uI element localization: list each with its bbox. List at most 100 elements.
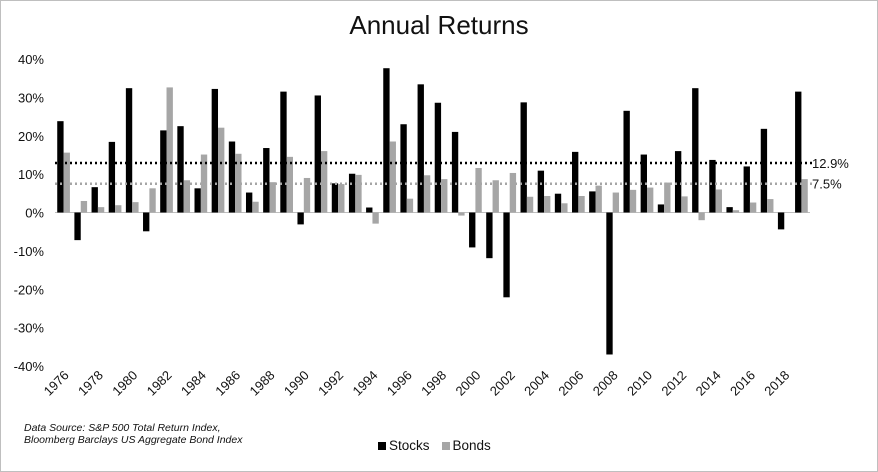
bar-stocks-1983 bbox=[177, 126, 184, 213]
bar-stocks-1988 bbox=[263, 148, 270, 213]
bar-stocks-1999 bbox=[451, 131, 459, 213]
bar-bonds-1988 bbox=[269, 182, 276, 213]
x-tick-label: 2008 bbox=[590, 368, 621, 399]
bar-stocks-1980 bbox=[125, 88, 133, 213]
bar-bonds-2004 bbox=[544, 196, 551, 213]
x-tick-label: 1994 bbox=[350, 368, 381, 399]
bar-stocks-2012 bbox=[674, 151, 682, 213]
bar-bonds-1978 bbox=[97, 207, 105, 213]
bar-stocks-2005 bbox=[554, 193, 562, 213]
bar-bonds-2008 bbox=[612, 192, 620, 213]
bar-bonds-2001 bbox=[492, 180, 499, 213]
bar-bonds-1986 bbox=[235, 153, 242, 213]
x-tick-label: 2006 bbox=[555, 368, 586, 399]
x-tick-label: 1976 bbox=[41, 368, 72, 399]
x-tick-label: 1996 bbox=[384, 368, 415, 399]
bar-bonds-1977 bbox=[80, 200, 88, 213]
bar-stocks-1989 bbox=[280, 91, 287, 213]
bar-stocks-1985 bbox=[211, 88, 219, 213]
legend-item-stocks: Stocks bbox=[378, 438, 430, 453]
bar-stocks-1992 bbox=[331, 183, 339, 213]
bar-stocks-1982 bbox=[160, 130, 167, 213]
y-tick-label: 40% bbox=[18, 52, 44, 67]
y-tick-label: 10% bbox=[18, 167, 44, 182]
bar-stocks-1976 bbox=[57, 121, 64, 213]
bar-stocks-2019 bbox=[795, 91, 802, 213]
bar-bonds-2011 bbox=[664, 182, 671, 213]
bar-bonds-1989 bbox=[286, 156, 293, 213]
bar-stocks-2014 bbox=[709, 159, 716, 213]
bar-bonds-2009 bbox=[629, 189, 637, 213]
bar-bonds-1993 bbox=[355, 174, 362, 213]
bar-stocks-2011 bbox=[657, 204, 665, 213]
bar-stocks-1994 bbox=[366, 207, 373, 213]
bar-bonds-2012 bbox=[681, 196, 688, 213]
reference-line-label-1: 12.9% bbox=[812, 156, 849, 171]
bar-stocks-1998 bbox=[434, 102, 442, 213]
bar-bonds-1992 bbox=[338, 184, 345, 213]
x-tick-label: 1990 bbox=[281, 368, 312, 399]
x-tick-label: 2014 bbox=[693, 368, 724, 399]
bar-bonds-2014 bbox=[715, 189, 722, 213]
bar-bonds-2017 bbox=[767, 199, 774, 213]
bar-stocks-1986 bbox=[228, 141, 236, 213]
y-tick-label: -40% bbox=[14, 359, 45, 374]
bar-bonds-1979 bbox=[115, 205, 122, 213]
bar-bonds-1995 bbox=[389, 141, 396, 213]
bar-bonds-1985 bbox=[218, 127, 225, 213]
bar-bonds-1980 bbox=[132, 202, 139, 213]
bar-bonds-2010 bbox=[646, 187, 654, 213]
bar-stocks-2016 bbox=[743, 166, 750, 213]
x-tick-label: 2012 bbox=[658, 368, 689, 399]
bar-bonds-2005 bbox=[561, 203, 568, 213]
bar-stocks-2006 bbox=[572, 151, 579, 213]
bar-stocks-1993 bbox=[348, 173, 356, 213]
x-tick-label: 1998 bbox=[418, 368, 449, 399]
bar-bonds-1984 bbox=[200, 154, 208, 213]
bar-stocks-1981 bbox=[143, 212, 150, 232]
legend-item-bonds: Bonds bbox=[441, 438, 491, 453]
x-tick-label: 1988 bbox=[247, 368, 278, 399]
bar-stocks-1991 bbox=[314, 95, 321, 213]
bar-stocks-2007 bbox=[589, 191, 596, 213]
chart-title: Annual Returns bbox=[349, 10, 529, 40]
bar-bonds-1990 bbox=[303, 177, 311, 213]
y-tick-label: -10% bbox=[14, 244, 45, 259]
bar-bonds-1994 bbox=[372, 212, 379, 224]
y-tick-label: -30% bbox=[14, 321, 45, 336]
bar-stocks-2000 bbox=[469, 212, 476, 248]
bar-stocks-1979 bbox=[108, 141, 116, 213]
bar-bonds-2015 bbox=[732, 210, 740, 213]
data-source-line-2: Bloomberg Barclays US Aggregate Bond Ind… bbox=[24, 434, 243, 446]
bar-stocks-1996 bbox=[400, 124, 407, 213]
bar-stocks-2008 bbox=[606, 212, 613, 355]
legend-label-stocks: Stocks bbox=[389, 438, 430, 453]
bar-stocks-1995 bbox=[383, 68, 390, 213]
x-tick-label: 1984 bbox=[178, 368, 209, 399]
bar-bonds-1998 bbox=[441, 179, 448, 213]
bar-bonds-2002 bbox=[509, 172, 517, 213]
bar-bonds-2019 bbox=[801, 179, 808, 213]
bar-bonds-1981 bbox=[149, 188, 156, 213]
bar-stocks-2001 bbox=[486, 212, 493, 259]
bar-stocks-2018 bbox=[777, 212, 785, 230]
x-tick-label: 1982 bbox=[144, 368, 175, 399]
bar-stocks-1990 bbox=[297, 212, 304, 225]
legend-swatch-stocks bbox=[378, 441, 386, 450]
y-tick-label: 20% bbox=[18, 129, 44, 144]
legend-swatch-bonds bbox=[441, 441, 450, 450]
bar-stocks-2010 bbox=[640, 154, 647, 213]
bar-stocks-2003 bbox=[520, 102, 527, 213]
x-tick-label: 1986 bbox=[212, 368, 243, 399]
bar-bonds-1999 bbox=[458, 212, 465, 216]
bar-stocks-1977 bbox=[74, 212, 81, 241]
y-tick-label: -20% bbox=[14, 282, 45, 297]
bar-stocks-2015 bbox=[726, 207, 733, 213]
bar-stocks-2009 bbox=[623, 110, 630, 213]
bar-bonds-1987 bbox=[252, 201, 259, 213]
bar-bonds-2000 bbox=[475, 167, 482, 213]
bar-stocks-2002 bbox=[503, 212, 510, 298]
y-tick-label: 30% bbox=[18, 90, 44, 105]
bar-bonds-1997 bbox=[423, 175, 431, 213]
